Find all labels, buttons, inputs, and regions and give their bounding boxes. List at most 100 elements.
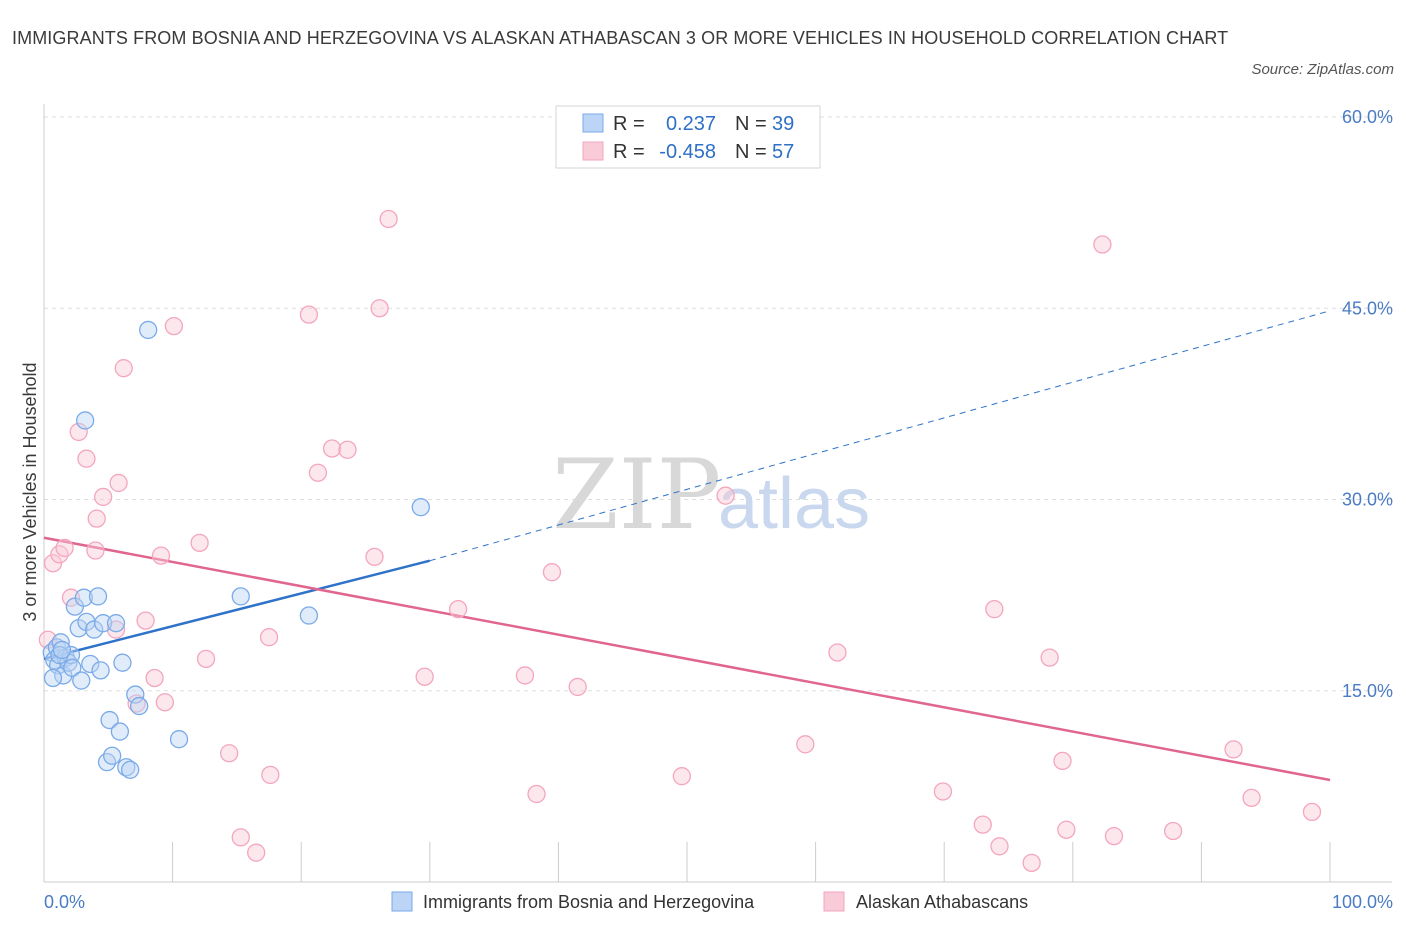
data-point-bosnia xyxy=(76,411,95,430)
data-point-athabascan xyxy=(109,473,128,493)
data-point-athabascan xyxy=(542,563,562,582)
data-point-athabascan xyxy=(55,538,74,558)
data-point-athabascan xyxy=(136,611,155,630)
data-point-athabascan xyxy=(145,668,164,688)
data-point-athabascan xyxy=(299,305,319,324)
bottom-legend-label-bosnia: Immigrants from Bosnia and Herzegovina xyxy=(423,892,755,912)
data-point-athabascan xyxy=(1022,853,1041,873)
bottom-legend-swatch-bosnia xyxy=(391,891,413,912)
series-alaskan-athabascans-points xyxy=(38,209,1322,873)
data-point-athabascan xyxy=(114,359,133,378)
data-point-bosnia xyxy=(74,588,94,607)
data-point-bosnia xyxy=(43,668,63,688)
legend-r-label-2: R = xyxy=(613,141,645,163)
data-point-bosnia xyxy=(88,587,108,606)
data-point-bosnia xyxy=(106,614,126,633)
data-point-bosnia xyxy=(100,710,119,730)
data-point-athabascan xyxy=(322,439,342,458)
data-point-athabascan xyxy=(985,600,1004,619)
data-point-athabascan xyxy=(796,735,815,754)
data-point-athabascan xyxy=(716,486,735,505)
data-point-athabascan xyxy=(231,828,250,847)
data-point-athabascan xyxy=(338,440,357,459)
bottom-legend-swatch-athabascan xyxy=(823,891,845,912)
data-point-bosnia xyxy=(81,654,100,674)
legend-swatch-bosnia xyxy=(582,113,604,133)
data-point-athabascan xyxy=(196,649,216,669)
data-point-bosnia xyxy=(85,620,104,639)
data-point-bosnia xyxy=(52,640,72,660)
data-point-bosnia xyxy=(72,671,91,690)
data-point-athabascan xyxy=(1057,820,1076,839)
data-point-bosnia xyxy=(169,730,189,749)
data-point-athabascan xyxy=(672,767,692,786)
legend-n-value-1: 39 xyxy=(772,113,794,135)
data-point-athabascan xyxy=(379,209,398,229)
data-point-athabascan xyxy=(261,765,280,785)
y-tick-label: 60.0% xyxy=(1342,107,1393,127)
data-point-athabascan xyxy=(515,666,535,685)
chart-title: IMMIGRANTS FROM BOSNIA AND HERZEGOVINA V… xyxy=(12,28,1229,48)
data-point-athabascan xyxy=(43,554,63,573)
y-tick-label: 45.0% xyxy=(1342,298,1393,318)
data-point-athabascan xyxy=(247,843,266,862)
data-point-athabascan xyxy=(568,677,587,697)
legend-r-value-1: 0.237 xyxy=(666,113,716,135)
data-point-athabascan xyxy=(370,299,389,318)
series-bosnia-points xyxy=(42,320,430,779)
data-point-athabascan xyxy=(1242,788,1261,807)
data-point-athabascan xyxy=(1302,802,1322,822)
data-point-bosnia xyxy=(50,645,69,665)
gridlines xyxy=(44,116,1392,692)
data-point-bosnia xyxy=(110,722,130,741)
x-tick-label-min: 0.0% xyxy=(44,892,85,912)
data-point-athabascan xyxy=(77,449,96,468)
data-point-athabascan xyxy=(990,837,1009,856)
data-point-bosnia xyxy=(121,760,140,779)
legend-n-label-1: N = xyxy=(735,113,767,135)
data-point-athabascan xyxy=(1053,751,1072,771)
data-point-bosnia xyxy=(299,606,319,625)
data-point-athabascan xyxy=(190,533,209,552)
data-point-bosnia xyxy=(103,746,122,765)
legend-n-value-2: 57 xyxy=(772,141,794,163)
watermark-atlas: atlas xyxy=(718,464,870,544)
data-point-athabascan xyxy=(1224,740,1243,759)
data-point-athabascan xyxy=(973,815,992,834)
y-axis-tick-labels: 15.0% 30.0% 45.0% 60.0% xyxy=(1342,107,1393,701)
y-tick-label: 30.0% xyxy=(1342,490,1393,510)
data-point-bosnia xyxy=(63,658,82,677)
data-point-athabascan xyxy=(828,643,847,662)
data-point-athabascan xyxy=(415,667,434,686)
data-point-athabascan xyxy=(69,422,88,442)
data-point-bosnia xyxy=(130,696,149,716)
trendline-bosnia xyxy=(43,559,431,661)
data-point-athabascan xyxy=(220,744,239,763)
stats-legend: R = 0.237 N = 39 R = -0.458 N = 57 xyxy=(555,105,821,169)
legend-r-value-2: -0.458 xyxy=(659,141,716,163)
data-point-athabascan xyxy=(527,784,546,804)
data-point-athabascan xyxy=(1104,826,1124,846)
data-point-athabascan xyxy=(259,628,279,647)
trendline-athabascan xyxy=(43,536,1331,782)
data-point-bosnia xyxy=(411,497,430,517)
legend-swatch-athabascan xyxy=(582,141,604,161)
legend-r-label-1: R = xyxy=(613,113,645,135)
data-point-athabascan xyxy=(448,600,468,619)
data-point-athabascan xyxy=(61,588,81,607)
data-point-athabascan xyxy=(1093,235,1112,254)
data-point-athabascan xyxy=(1163,821,1183,841)
data-point-athabascan xyxy=(86,541,105,560)
bottom-legend-label-athabascan: Alaskan Athabascans xyxy=(856,892,1028,912)
data-point-athabascan xyxy=(151,546,171,565)
data-point-bosnia xyxy=(126,685,145,704)
data-point-athabascan xyxy=(87,509,106,528)
data-point-bosnia xyxy=(139,320,158,340)
trendline-bosnia-extension xyxy=(429,310,1331,562)
data-point-bosnia xyxy=(94,614,113,633)
data-point-athabascan xyxy=(155,693,175,712)
data-point-bosnia xyxy=(91,661,110,680)
data-point-athabascan xyxy=(1040,648,1059,667)
x-axis-ticks xyxy=(172,842,1331,882)
